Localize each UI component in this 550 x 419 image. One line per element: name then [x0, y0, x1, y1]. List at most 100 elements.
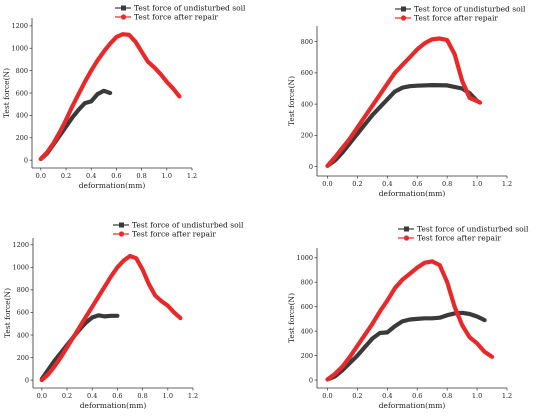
x-tick-label: 0.8 [137, 392, 147, 400]
y-tick-label: 0 [309, 376, 313, 384]
y-tick-label: 400 [301, 100, 313, 108]
legend-label-repair: Test force after repair [414, 14, 498, 23]
data-point-repair [153, 293, 157, 298]
data-point-repair [177, 94, 182, 98]
data-point-repair [348, 136, 352, 141]
data-point-repair [159, 299, 164, 303]
data-point-repair [325, 377, 330, 382]
data-point-repair [363, 115, 367, 119]
data-point-repair [59, 355, 63, 360]
data-point-undisturbed [64, 125, 68, 129]
data-point-repair [65, 345, 69, 349]
x-tick-label: 0.2 [352, 392, 362, 400]
data-point-repair [166, 304, 170, 308]
data-point-undisturbed [415, 84, 419, 88]
data-point-repair [423, 261, 427, 265]
data-point-undisturbed [115, 314, 119, 318]
data-point-repair [408, 55, 412, 59]
data-point-undisturbed [423, 316, 427, 320]
data-point-repair [58, 130, 62, 134]
data-point-undisturbed [378, 331, 382, 335]
y-tick-label: 400 [301, 327, 313, 335]
legend-label-repair: Test force after repair [417, 234, 501, 243]
data-point-repair [370, 104, 374, 108]
data-point-repair [363, 333, 367, 337]
chart-panel-2: 0.0 0.2 0.4 0.6 0.8 1.0 1.2 0 200 400 600 800 deform… [287, 5, 526, 198]
data-point-undisturbed [108, 91, 112, 95]
x-tick-label: 0.8 [442, 392, 452, 400]
data-point-undisturbed [460, 87, 464, 90]
chart-panel-4: 0.0 0.2 0.4 0.6 0.8 1.0 1.2 0 200 400 600 800 1000 de… [287, 225, 529, 410]
data-point-repair [430, 37, 434, 41]
data-point-repair [70, 104, 74, 109]
x-axis-title: deformation(mm) [379, 401, 446, 410]
data-point-undisturbed [83, 101, 87, 105]
y-tick-label: 0 [25, 376, 29, 384]
x-tick-label: 0.8 [442, 180, 452, 188]
data-point-undisturbed [89, 99, 93, 103]
y-axis-title: Test force(N) [287, 293, 296, 343]
legend-marker-undisturbed [119, 222, 124, 228]
x-tick-label: 0.6 [111, 172, 121, 180]
data-point-repair [147, 282, 151, 286]
data-point-repair [71, 335, 75, 339]
data-point-repair [475, 99, 479, 103]
data-point-repair [103, 284, 107, 289]
legend-marker-undisturbed [121, 5, 126, 11]
data-point-undisturbed [430, 83, 434, 87]
data-point-repair [89, 69, 93, 73]
x-tick-label: 0.4 [382, 392, 392, 400]
data-point-repair [400, 278, 404, 282]
data-point-undisturbed [408, 84, 412, 88]
data-point-undisturbed [385, 97, 389, 101]
data-point-repair [146, 60, 150, 64]
x-tick-label: 0.0 [37, 392, 47, 400]
data-point-repair [490, 355, 494, 359]
x-tick-label: 1.2 [502, 180, 512, 188]
data-point-repair [333, 372, 337, 376]
x-axis-title: deformation(mm) [80, 401, 147, 410]
x-tick-label: 0.8 [136, 172, 146, 180]
legend-marker-undisturbed [404, 226, 409, 232]
x-tick-label: 1.2 [187, 172, 197, 180]
legend-label-repair: Test force after repair [134, 13, 218, 22]
data-point-undisturbed [378, 105, 382, 109]
data-point-undisturbed [385, 330, 389, 334]
data-point-repair [178, 316, 183, 320]
data-point-repair [378, 309, 382, 314]
y-tick-label: 200 [301, 352, 313, 360]
data-point-undisturbed [430, 316, 434, 320]
data-point-repair [445, 280, 449, 284]
data-point-repair [348, 355, 352, 359]
data-point-repair [90, 305, 94, 309]
data-point-repair [141, 267, 145, 272]
y-tick-label: 1200 [11, 22, 28, 30]
data-point-repair [325, 164, 330, 168]
legend-label-undisturbed: Test force of undisturbed soil [414, 5, 526, 14]
data-point-undisturbed [400, 319, 404, 323]
data-point-repair [78, 325, 82, 329]
data-point-repair [121, 32, 125, 36]
data-point-repair [40, 378, 44, 382]
data-point-repair [172, 310, 176, 315]
y-tick-label: 200 [17, 354, 29, 362]
data-point-undisturbed [46, 368, 50, 372]
data-point-repair [64, 118, 68, 122]
y-tick-label: 1200 [12, 241, 29, 249]
data-point-undisturbed [103, 314, 107, 318]
legend-label-repair: Test force after repair [132, 230, 216, 239]
data-point-repair [467, 96, 472, 100]
data-point-repair [415, 265, 419, 270]
x-tick-label: 0.0 [322, 392, 332, 400]
data-point-repair [475, 341, 479, 345]
data-point-repair [453, 305, 457, 309]
data-point-undisturbed [400, 86, 404, 90]
x-tick-label: 1.2 [188, 392, 198, 400]
data-point-undisturbed [393, 324, 397, 328]
data-point-repair [400, 63, 404, 67]
